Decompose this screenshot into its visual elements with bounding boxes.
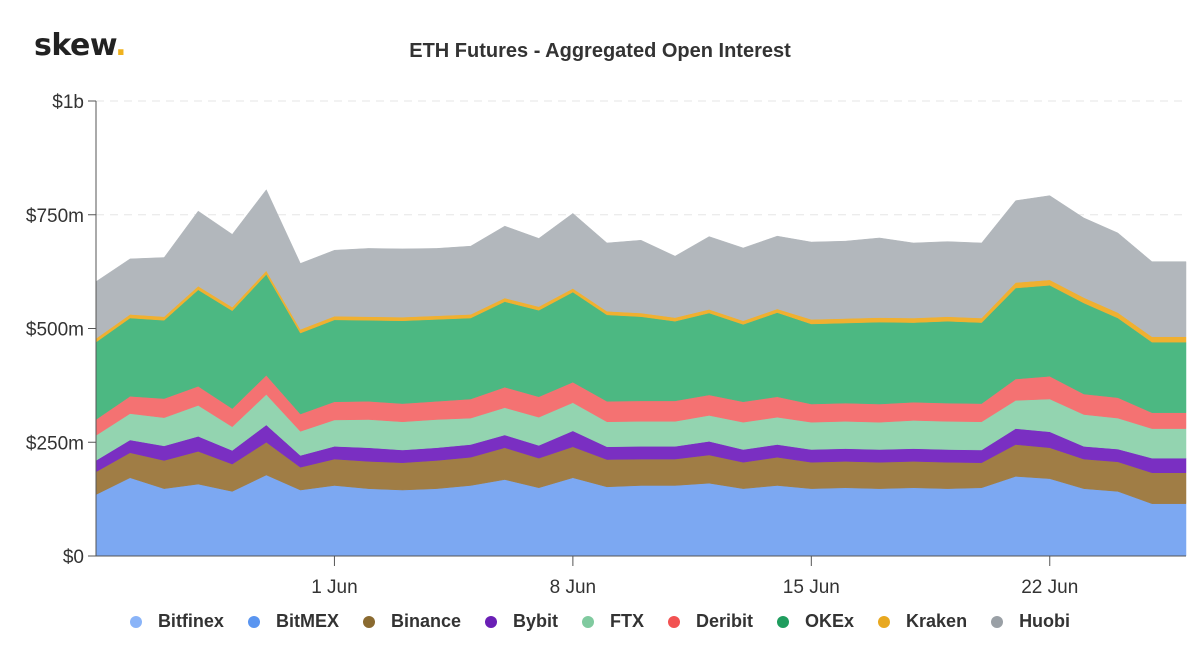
legend-swatch-icon — [581, 615, 594, 628]
legend-label: Bitfinex — [157, 611, 224, 631]
legend-item-bitfinex[interactable]: Bitfinex — [129, 611, 224, 632]
x-tick-label: 8 Jun — [550, 577, 596, 598]
legend-item-bybit[interactable]: Bybit — [484, 611, 558, 632]
legend-label: BitMEX — [275, 611, 339, 631]
x-tick-label: 15 Jun — [783, 577, 840, 598]
legend-item-binance[interactable]: Binance — [362, 611, 461, 632]
axes: $0 $250m $500m $750m $1b 1 Jun 8 Jun 15 Jun 22 J… — [26, 92, 1186, 598]
legend-label: OKEx — [805, 611, 855, 631]
legend-item-huobi[interactable]: Huobi — [991, 611, 1070, 632]
y-tick-label: $0 — [63, 547, 84, 568]
legend-swatch-icon — [991, 615, 1004, 628]
legend-label: Bybit — [512, 611, 558, 631]
legend-item-okex[interactable]: OKEx — [777, 611, 854, 632]
legend: Bitfinex BitMEX Binance Bybit FTX Deribit OKEx… — [0, 611, 1200, 632]
area-huobi — [95, 189, 1187, 339]
legend-item-ftx[interactable]: FTX — [581, 611, 644, 632]
legend-item-kraken[interactable]: Kraken — [878, 611, 967, 632]
area-bitmex — [95, 474, 1187, 557]
legend-swatch-icon — [129, 615, 142, 628]
legend-swatch-icon — [362, 615, 375, 628]
legend-label: Binance — [390, 611, 461, 631]
legend-swatch-icon — [777, 615, 789, 628]
legend-item-bitmex[interactable]: BitMEX — [247, 611, 339, 632]
chart-title: ETH Futures - Aggregated Open Interest — [409, 40, 791, 62]
y-tick-label: $1b — [52, 92, 84, 113]
x-tick-label: 22 Jun — [1021, 577, 1078, 598]
legend-swatch-icon — [247, 615, 260, 628]
legend-swatch-icon — [484, 615, 497, 628]
legend-label: Kraken — [906, 611, 968, 631]
legend-label: FTX — [609, 611, 644, 631]
x-tick-label: 1 Jun — [311, 577, 357, 598]
y-tick-label: $500m — [26, 320, 84, 341]
legend-label: Huobi — [1019, 611, 1071, 631]
series-areas — [95, 189, 1187, 557]
legend-label: Deribit — [695, 611, 753, 631]
legend-swatch-icon — [878, 615, 891, 628]
skew-logo: skew. — [34, 28, 127, 63]
legend-item-deribit[interactable]: Deribit — [667, 611, 753, 632]
y-tick-label: $250m — [26, 433, 84, 454]
y-tick-label: $750m — [26, 206, 84, 227]
legend-swatch-icon — [667, 615, 680, 628]
